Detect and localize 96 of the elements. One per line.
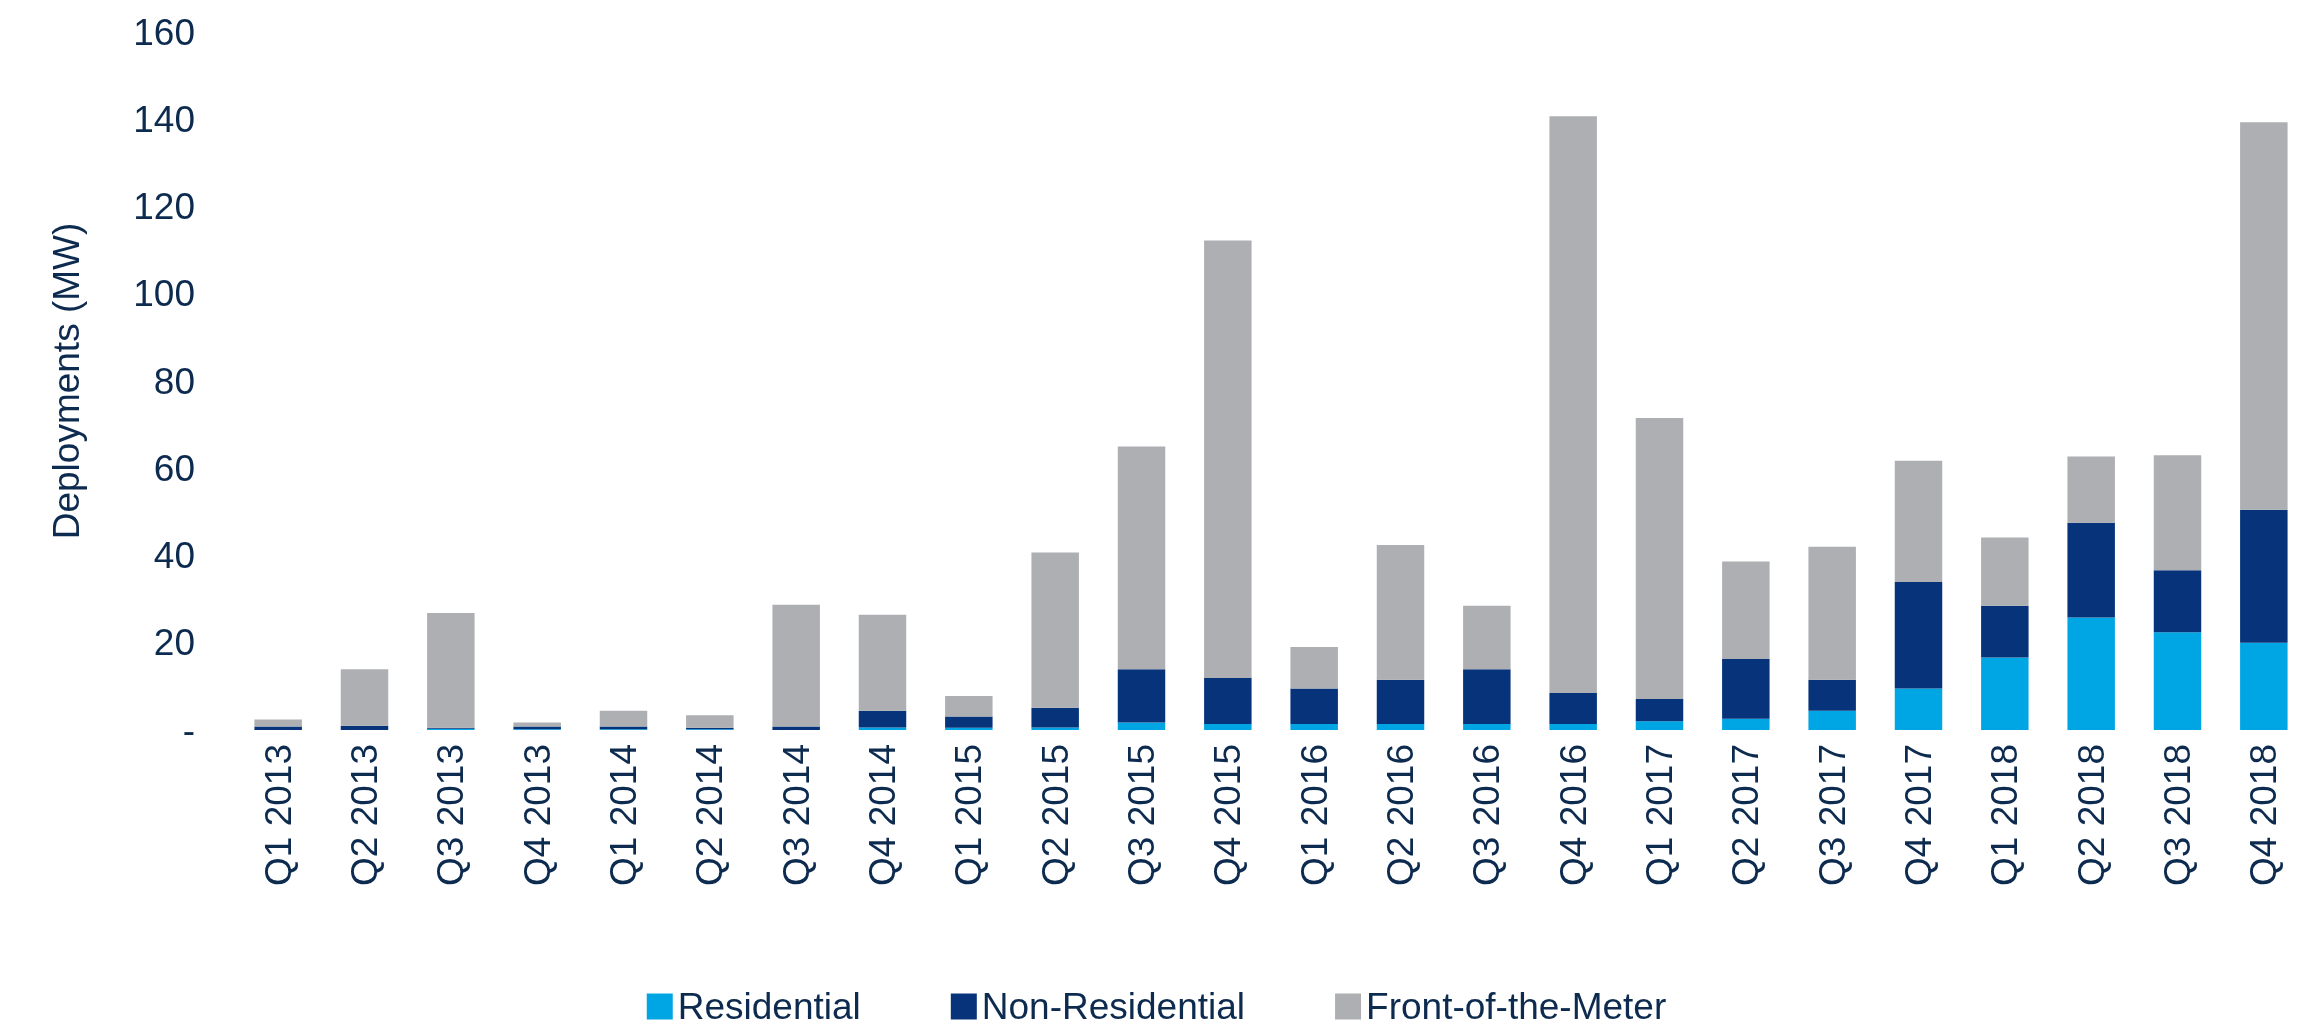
y-tick-label: 60 — [153, 447, 195, 489]
x-tick-label: Q4 2015 — [1207, 744, 1249, 886]
y-tick-label: - — [182, 709, 195, 751]
x-tick-label: Q2 2018 — [2070, 744, 2112, 886]
x-tick-label: Q1 2015 — [948, 744, 990, 886]
bar — [1894, 582, 1943, 689]
bar — [1376, 679, 1425, 724]
bar — [1981, 657, 2029, 730]
x-tick-label: Q2 2015 — [1034, 744, 1076, 886]
bar — [254, 719, 302, 727]
bar — [1117, 446, 1166, 670]
bar — [1031, 552, 1079, 708]
bar — [945, 716, 993, 728]
y-tick-label: 40 — [153, 535, 195, 576]
bar — [1981, 537, 2029, 606]
bar — [2240, 122, 2288, 510]
bar — [1290, 647, 1338, 689]
y-tick-label: 80 — [153, 360, 195, 402]
bar — [1894, 688, 1943, 730]
bar — [1808, 710, 1856, 730]
bar — [1722, 718, 1770, 730]
x-tick-label: Q4 2013 — [516, 744, 558, 886]
x-tick-label: Q2 2014 — [689, 744, 731, 886]
legend-label: Residential — [677, 986, 861, 1027]
bar — [1031, 707, 1079, 728]
bar — [1290, 688, 1338, 724]
bar — [1031, 727, 1079, 730]
bar — [513, 722, 561, 727]
bar — [1549, 692, 1597, 724]
bar — [427, 613, 475, 728]
x-tick-label: Q3 2014 — [775, 744, 817, 886]
bar — [1549, 723, 1597, 730]
x-tick-label: Q3 2015 — [1121, 744, 1162, 886]
x-tick-label: Q4 2018 — [2243, 744, 2285, 886]
bar — [945, 695, 993, 717]
legend-label: Front-of-the-Meter — [1366, 986, 1667, 1027]
bar — [1290, 723, 1338, 730]
x-tick-label: Q4 2014 — [862, 744, 903, 886]
x-tick-label: Q4 2017 — [1898, 744, 1939, 886]
bar — [1463, 605, 1511, 670]
bar — [858, 710, 907, 728]
bar — [2067, 522, 2115, 618]
bar — [1808, 679, 1856, 711]
x-tick-label: Q2 2013 — [344, 744, 385, 886]
y-tick-label: 120 — [133, 186, 195, 227]
x-tick-label: Q3 2013 — [430, 744, 472, 886]
x-tick-label: Q2 2017 — [1725, 744, 1767, 886]
bar — [1463, 669, 1511, 724]
bar — [686, 715, 734, 728]
bar — [1204, 723, 1252, 730]
x-tick-label: Q3 2017 — [1811, 744, 1853, 886]
bar — [858, 727, 907, 730]
y-tick-label: 100 — [133, 273, 195, 315]
bar — [1376, 723, 1425, 730]
bar — [2240, 642, 2288, 730]
x-tick-label: Q1 2017 — [1639, 744, 1680, 886]
bar — [1204, 678, 1252, 724]
legend-label: Non-Residential — [981, 986, 1246, 1027]
bar — [2153, 632, 2202, 730]
x-tick-label: Q3 2018 — [2157, 744, 2198, 886]
bar — [1376, 545, 1425, 680]
bar — [945, 727, 993, 730]
y-axis-title: Deployments (MW) — [46, 222, 87, 540]
bar — [1635, 418, 1684, 700]
x-tick-label: Q1 2013 — [257, 744, 299, 886]
x-tick-label: Q1 2014 — [603, 744, 644, 886]
bar — [340, 725, 389, 730]
bar — [1463, 723, 1511, 730]
bar — [1635, 699, 1684, 722]
bar — [1981, 605, 2029, 658]
y-tick-label: 160 — [133, 11, 195, 53]
bar — [1117, 669, 1166, 723]
bar — [599, 710, 648, 727]
bar — [772, 604, 820, 727]
bar — [2153, 455, 2202, 571]
x-tick-label: Q4 2016 — [1552, 744, 1594, 886]
bar — [2067, 617, 2115, 730]
x-tick-label: Q2 2016 — [1380, 744, 1421, 886]
bar — [2067, 456, 2115, 523]
y-tick-label: 20 — [153, 622, 195, 664]
bar — [1722, 658, 1770, 719]
bar — [1549, 116, 1597, 693]
x-tick-label: Q1 2018 — [1984, 744, 2026, 886]
bar — [1117, 722, 1166, 730]
y-tick-label: 140 — [133, 98, 195, 140]
x-tick-label: Q3 2016 — [1466, 744, 1508, 886]
bar — [1808, 546, 1856, 680]
bar — [1635, 721, 1684, 730]
bar — [1204, 240, 1252, 679]
x-tick-label: Q1 2016 — [1293, 744, 1335, 886]
bar — [2153, 570, 2202, 633]
bar — [858, 614, 907, 711]
bar — [2240, 509, 2288, 643]
bar — [1722, 561, 1770, 659]
bar — [340, 669, 389, 726]
bar — [1894, 460, 1943, 583]
